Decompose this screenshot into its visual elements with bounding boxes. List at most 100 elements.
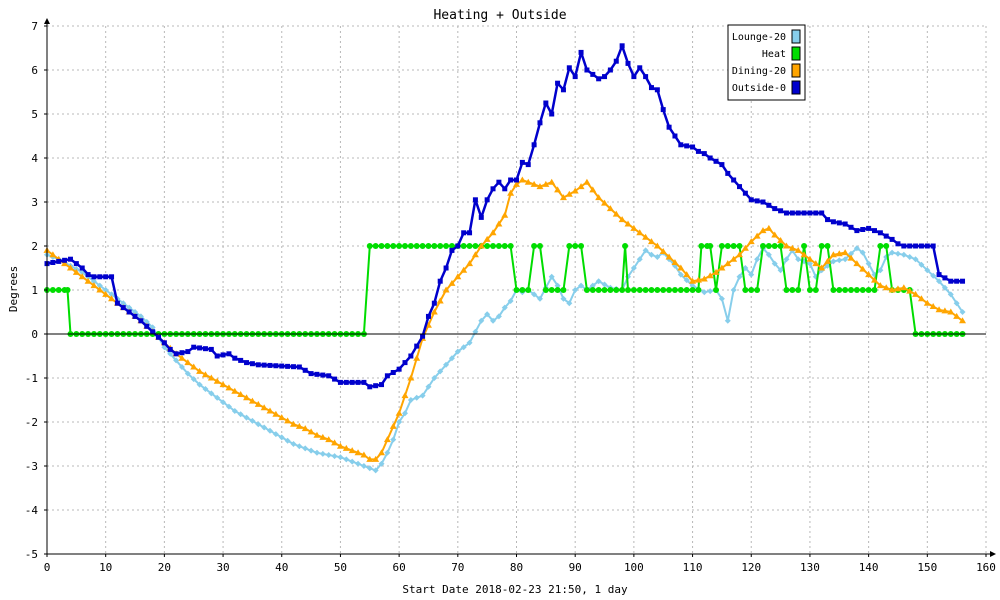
data-point-dining-20	[747, 238, 755, 245]
data-point-lounge-20	[566, 300, 573, 307]
data-point-outside-0	[789, 210, 795, 216]
data-point-heat	[437, 243, 444, 249]
data-point-outside-0	[889, 236, 895, 242]
data-point-dining-20	[935, 306, 943, 313]
data-point-heat	[578, 243, 585, 249]
data-point-dining-20	[671, 259, 679, 265]
data-point-outside-0	[531, 142, 537, 148]
data-point-dining-20	[624, 220, 632, 227]
data-point-heat	[407, 243, 414, 249]
data-point-dining-20	[354, 449, 362, 456]
data-point-lounge-20	[689, 282, 696, 289]
data-point-heat	[865, 287, 872, 293]
data-point-lounge-20	[178, 364, 185, 370]
data-point-lounge-20	[184, 370, 191, 377]
data-point-dining-20	[178, 354, 186, 361]
data-point-outside-0	[783, 210, 789, 216]
data-point-outside-0	[367, 384, 373, 390]
data-point-dining-20	[859, 265, 867, 272]
data-point-lounge-20	[853, 245, 860, 252]
data-point-dining-20	[307, 428, 315, 435]
data-point-dining-20	[489, 229, 497, 236]
data-point-lounge-20	[836, 257, 843, 264]
data-point-outside-0	[877, 230, 883, 236]
data-point-outside-0	[954, 278, 960, 284]
data-point-heat	[384, 243, 391, 249]
legend-label-outside-0: Outside-0	[732, 83, 786, 94]
data-point-outside-0	[960, 278, 966, 284]
data-point-outside-0	[719, 162, 725, 168]
data-point-outside-0	[631, 74, 637, 80]
data-point-outside-0	[461, 230, 467, 236]
data-point-heat	[548, 287, 555, 293]
data-point-lounge-20	[941, 284, 948, 291]
data-point-lounge-20	[231, 408, 238, 414]
data-point-outside-0	[79, 265, 85, 271]
data-point-dining-20	[542, 180, 550, 187]
data-point-dining-20	[577, 183, 585, 190]
data-point-outside-0	[120, 305, 126, 311]
data-point-outside-0	[290, 364, 296, 370]
data-point-lounge-20	[595, 278, 602, 285]
data-point-lounge-20	[366, 465, 373, 472]
data-point-outside-0	[725, 170, 731, 176]
data-point-outside-0	[883, 233, 889, 239]
data-point-heat	[707, 243, 714, 249]
data-point-dining-20	[694, 276, 702, 283]
data-point-heat	[501, 243, 508, 249]
data-point-outside-0	[590, 71, 596, 77]
data-point-lounge-20	[484, 311, 491, 318]
legend: Lounge-20 Heat Dining-20 Outside-0	[727, 24, 806, 101]
data-point-outside-0	[109, 274, 115, 280]
data-point-lounge-20	[889, 249, 896, 256]
data-point-outside-0	[132, 313, 138, 319]
data-point-outside-0	[138, 318, 144, 324]
data-point-dining-20	[912, 290, 920, 297]
data-point-heat	[613, 287, 620, 293]
data-point-dining-20	[630, 224, 638, 231]
data-point-heat	[519, 287, 526, 293]
data-point-outside-0	[408, 353, 414, 359]
data-point-heat	[542, 287, 549, 293]
data-point-dining-20	[683, 271, 691, 278]
data-point-dining-20	[483, 235, 491, 242]
data-point-outside-0	[202, 346, 208, 352]
data-point-outside-0	[302, 367, 308, 373]
data-point-lounge-20	[460, 344, 467, 351]
data-point-heat	[877, 243, 884, 249]
y-tick-label: -3	[25, 460, 38, 473]
data-point-heat	[49, 287, 56, 293]
data-point-outside-0	[607, 67, 613, 73]
data-point-lounge-20	[202, 386, 209, 392]
data-point-outside-0	[373, 383, 379, 389]
data-point-outside-0	[560, 87, 566, 93]
data-point-outside-0	[478, 214, 484, 220]
data-point-dining-20	[606, 205, 614, 212]
series-dining-20	[43, 176, 967, 462]
data-point-dining-20	[647, 238, 655, 245]
data-point-dining-20	[66, 264, 74, 271]
data-point-lounge-20	[472, 328, 479, 335]
data-point-dining-20	[231, 387, 239, 394]
data-point-outside-0	[913, 243, 919, 249]
y-tick-label: 3	[31, 196, 38, 209]
data-point-dining-20	[430, 308, 438, 315]
data-point-heat	[812, 287, 819, 293]
data-point-lounge-20	[384, 449, 391, 456]
data-point-dining-20	[278, 414, 286, 421]
data-point-outside-0	[167, 346, 173, 352]
data-point-outside-0	[924, 243, 930, 249]
data-point-heat	[883, 243, 890, 249]
data-point-lounge-20	[443, 361, 450, 368]
data-point-heat	[842, 287, 849, 293]
data-point-dining-20	[741, 244, 749, 251]
data-point-dining-20	[78, 273, 86, 280]
data-point-lounge-20	[724, 317, 731, 324]
data-point-dining-20	[706, 272, 714, 279]
data-point-outside-0	[484, 197, 490, 203]
data-point-lounge-20	[906, 254, 913, 260]
series-group	[43, 43, 967, 474]
data-point-outside-0	[337, 379, 343, 385]
data-point-outside-0	[361, 379, 367, 385]
